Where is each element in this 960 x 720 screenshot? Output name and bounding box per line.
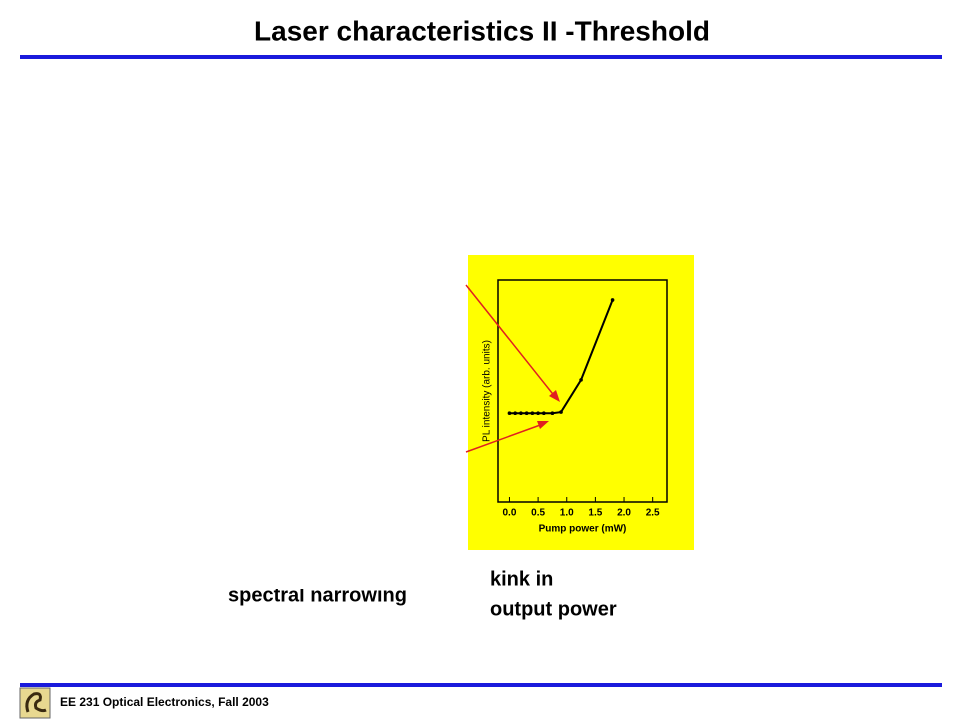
annotation: kink in xyxy=(490,568,553,590)
data-point xyxy=(507,411,512,416)
data-point xyxy=(519,411,523,416)
x-tick-label: 0.0 xyxy=(503,508,517,519)
data-point xyxy=(579,378,583,382)
slide-title: Laser characteristics II -Threshold xyxy=(254,15,710,46)
arrow xyxy=(465,284,557,399)
chart-background xyxy=(468,255,694,550)
annotation: spectral narrowing xyxy=(228,584,407,606)
x-tick-label: 0.5 xyxy=(531,508,545,519)
data-point xyxy=(542,411,546,416)
data-point xyxy=(610,298,615,302)
data-point xyxy=(524,411,529,416)
arrow xyxy=(465,423,544,453)
footer-text: EE 231 Optical Electronics, Fall 2003 xyxy=(60,695,269,709)
title-rule xyxy=(20,55,942,59)
annotation: output power xyxy=(490,598,617,620)
data-point xyxy=(550,411,555,416)
plot-frame xyxy=(497,279,668,503)
data-point xyxy=(513,411,517,416)
chart: 0.0 0.5 1.0 1.5 2.0 2.5 Pump power (mW) PL inte… xyxy=(482,279,668,535)
x-tick-label: 1.5 xyxy=(588,508,602,519)
x-axis-label: Pump power (mW) xyxy=(539,524,627,535)
logo xyxy=(19,687,51,719)
logo-mark xyxy=(25,692,47,713)
occluder xyxy=(220,570,460,589)
x-tick-label: 1.0 xyxy=(560,508,574,519)
data-point xyxy=(559,410,563,414)
arrow-head xyxy=(537,421,549,429)
x-tick-label: 2.0 xyxy=(617,508,631,519)
data-point xyxy=(530,411,535,416)
x-tick-label: 2.5 xyxy=(646,508,660,519)
data-point xyxy=(536,411,540,416)
arrow-head xyxy=(549,390,560,402)
footer-rule xyxy=(20,683,942,687)
y-axis-label: PL intensity (arb. units) xyxy=(482,340,493,442)
